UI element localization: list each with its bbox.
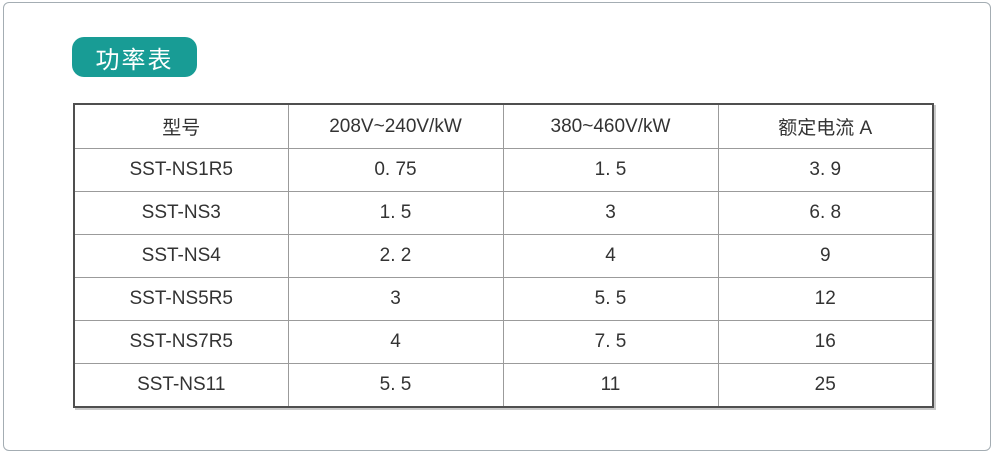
table-header-row: 型号 208V~240V/kW 380~460V/kW 额定电流 A: [73, 103, 934, 149]
col-header-380-460v-kw: 380~460V/kW: [502, 103, 719, 149]
col-header-208v-240v-kw: 208V~240V/kW: [287, 103, 504, 149]
table-cell: SST-NS3: [73, 191, 289, 235]
table-title-badge: 功率表: [72, 37, 197, 77]
table-cell: 3. 9: [717, 148, 934, 192]
table-cell: SST-NS7R5: [73, 320, 289, 364]
table-cell: SST-NS4: [73, 234, 289, 278]
table-cell: 3: [287, 277, 504, 321]
table-cell: 7. 5: [502, 320, 719, 364]
table-cell: 4: [502, 234, 719, 278]
table-row: SST-NS7R5 4 7. 5 16: [73, 320, 934, 364]
table-cell: 1. 5: [502, 148, 719, 192]
table-cell: 12: [717, 277, 934, 321]
table-cell: 5. 5: [502, 277, 719, 321]
page-frame-border: [3, 2, 991, 451]
table-cell: 4: [287, 320, 504, 364]
col-header-model: 型号: [73, 103, 289, 149]
table-cell: 3: [502, 191, 719, 235]
table-cell: SST-NS11: [73, 363, 289, 408]
table-cell: 16: [717, 320, 934, 364]
table-row: SST-NS3 1. 5 3 6. 8: [73, 191, 934, 235]
table-row: SST-NS11 5. 5 11 25: [73, 363, 934, 408]
table-cell: SST-NS5R5: [73, 277, 289, 321]
table-cell: 5. 5: [287, 363, 504, 408]
table-cell: 11: [502, 363, 719, 408]
table-cell: 9: [717, 234, 934, 278]
table-cell: 6. 8: [717, 191, 934, 235]
table-cell: SST-NS1R5: [73, 148, 289, 192]
table-cell: 25: [717, 363, 934, 408]
table-cell: 0. 75: [287, 148, 504, 192]
table-row: SST-NS5R5 3 5. 5 12: [73, 277, 934, 321]
table-cell: 1. 5: [287, 191, 504, 235]
table-body: SST-NS1R5 0. 75 1. 5 3. 9 SST-NS3 1. 5 3 6. 8 SS…: [73, 148, 934, 408]
table-cell: 2. 2: [287, 234, 504, 278]
table-row: SST-NS1R5 0. 75 1. 5 3. 9: [73, 148, 934, 192]
col-header-rated-current: 额定电流 A: [717, 103, 934, 149]
power-table: 型号 208V~240V/kW 380~460V/kW 额定电流 A SST-N…: [73, 103, 934, 408]
